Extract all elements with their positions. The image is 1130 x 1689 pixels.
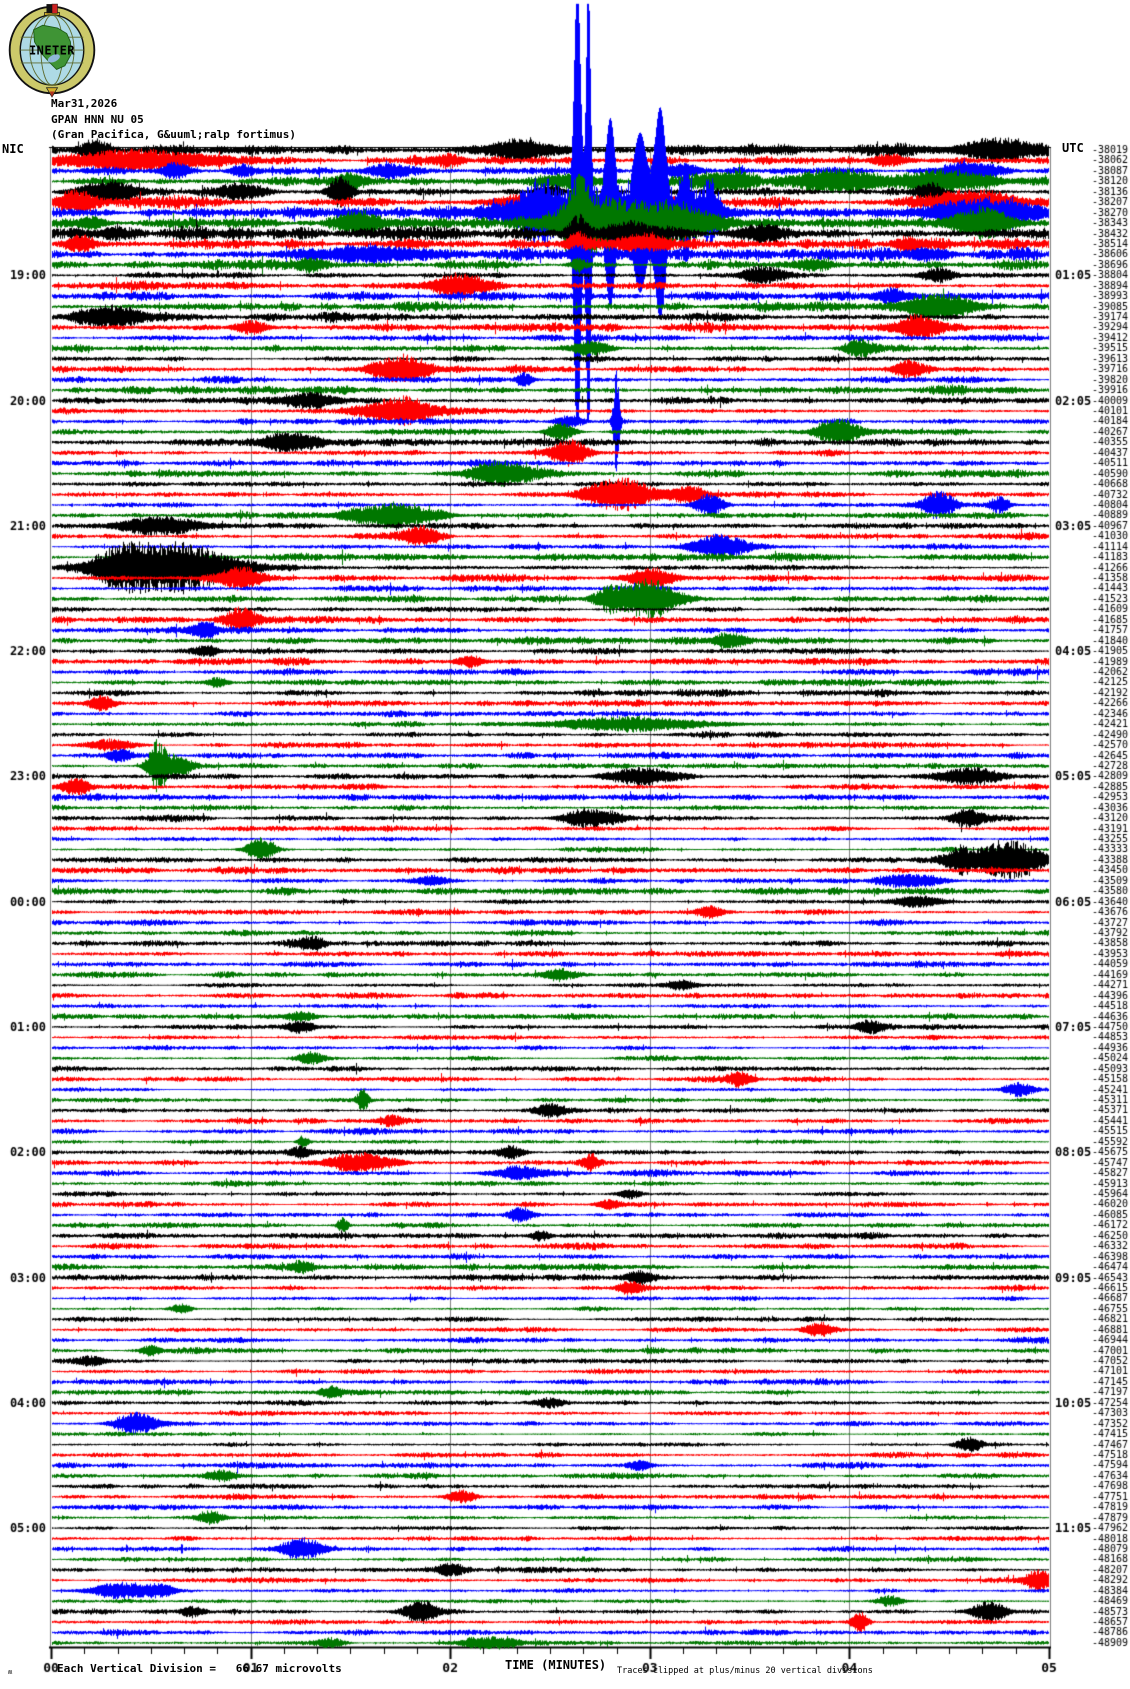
ineter-logo: INETER — [8, 3, 96, 98]
margin-glyph: ʍ — [8, 1668, 13, 1676]
logo-flag-red — [51, 3, 58, 14]
utc-timezone-label: UTC — [1062, 141, 1084, 155]
x-axis-title: TIME (MINUTES) — [505, 1658, 607, 1672]
local-timezone-label: NIC — [2, 142, 24, 156]
header-date: Mar31,2026 — [51, 97, 118, 110]
logo-text: INETER — [29, 44, 75, 58]
header-station: GPAN HNN NU 05 — [51, 113, 144, 126]
clip-note: Traces clipped at plus/minus 20 vertical… — [617, 1666, 873, 1676]
logo-lake — [47, 54, 60, 63]
header-location: (Gran Pacifica, G&uuml;ralp fortimus) — [51, 128, 297, 141]
logo-nicaragua-land — [33, 24, 72, 70]
vertical-scale-note: Each Vertical Division = 66.67 microvolt… — [57, 1662, 342, 1675]
logo-plumb-tip — [49, 91, 55, 97]
logo-flag-black — [46, 4, 52, 14]
